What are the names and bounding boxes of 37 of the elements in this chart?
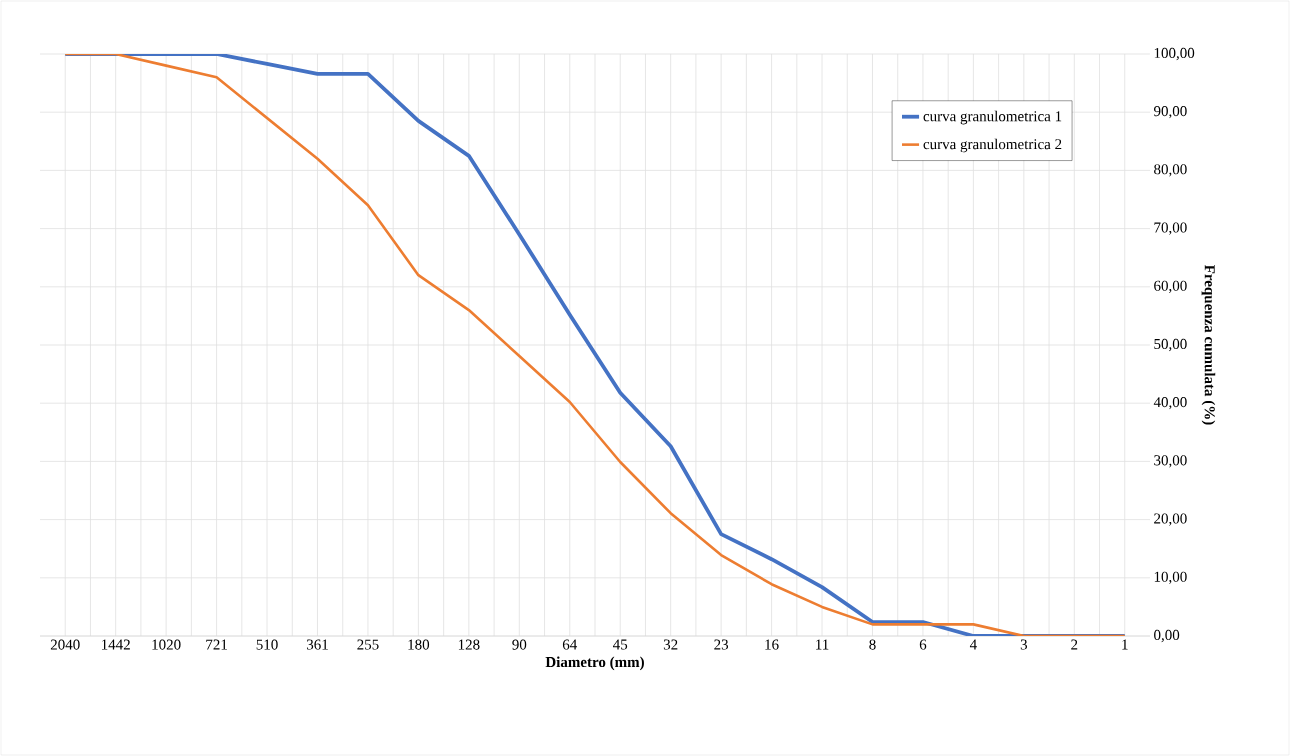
y-tick-label: 0,00 — [1154, 629, 1180, 643]
x-tick-label: 1020 — [152, 639, 181, 650]
y-tick-label: 30,00 — [1154, 455, 1187, 468]
y-tick-label: 50,00 — [1154, 338, 1187, 352]
x-tick-label: 16 — [765, 639, 779, 650]
y-tick-label: 40,00 — [1153, 397, 1187, 410]
x-tick-label: 180 — [408, 639, 430, 650]
y-axis-title: Frequenza cumulata (%) — [1201, 264, 1216, 425]
x-axis-title: Diametro (mm) — [545, 656, 644, 671]
x-tick-label: 4 — [969, 639, 977, 650]
x-tick-label: 721 — [206, 639, 227, 650]
y-tick-label: 100,00 — [1154, 47, 1195, 61]
legend-label: curva granulometrica 1 — [923, 110, 1062, 125]
x-tick-label: 23 — [714, 639, 729, 650]
x-tick-label: 8 — [869, 639, 876, 650]
x-tick-label: 11 — [816, 639, 829, 650]
x-tick-label: 45 — [613, 639, 628, 650]
x-tick-label: 1442 — [102, 639, 130, 650]
y-tick-label: 60,00 — [1154, 280, 1187, 293]
x-tick-label: 1 — [1122, 639, 1128, 650]
y-tick-label: 90,00 — [1154, 106, 1187, 119]
x-tick-label: 6 — [919, 639, 927, 650]
x-tick-label: 2040 — [50, 639, 80, 650]
y-tick-label: 80,00 — [1154, 164, 1187, 177]
x-tick-label: 510 — [256, 639, 278, 650]
x-tick-label: 255 — [357, 639, 379, 650]
x-tick-label: 90 — [512, 639, 527, 650]
x-tick-label: 2 — [1071, 639, 1078, 650]
x-tick-label: 128 — [458, 639, 480, 650]
y-tick-label: 20,00 — [1154, 513, 1187, 526]
x-tick-label: 32 — [663, 639, 678, 650]
x-tick-label: 64 — [562, 639, 578, 650]
y-tick-label: 10,00 — [1154, 571, 1187, 584]
y-tick-label: 70,00 — [1154, 222, 1187, 235]
x-tick-label: 3 — [1020, 639, 1028, 650]
x-tick-label: 361 — [306, 639, 328, 650]
legend-label: curva granulometrica 2 — [923, 138, 1062, 153]
